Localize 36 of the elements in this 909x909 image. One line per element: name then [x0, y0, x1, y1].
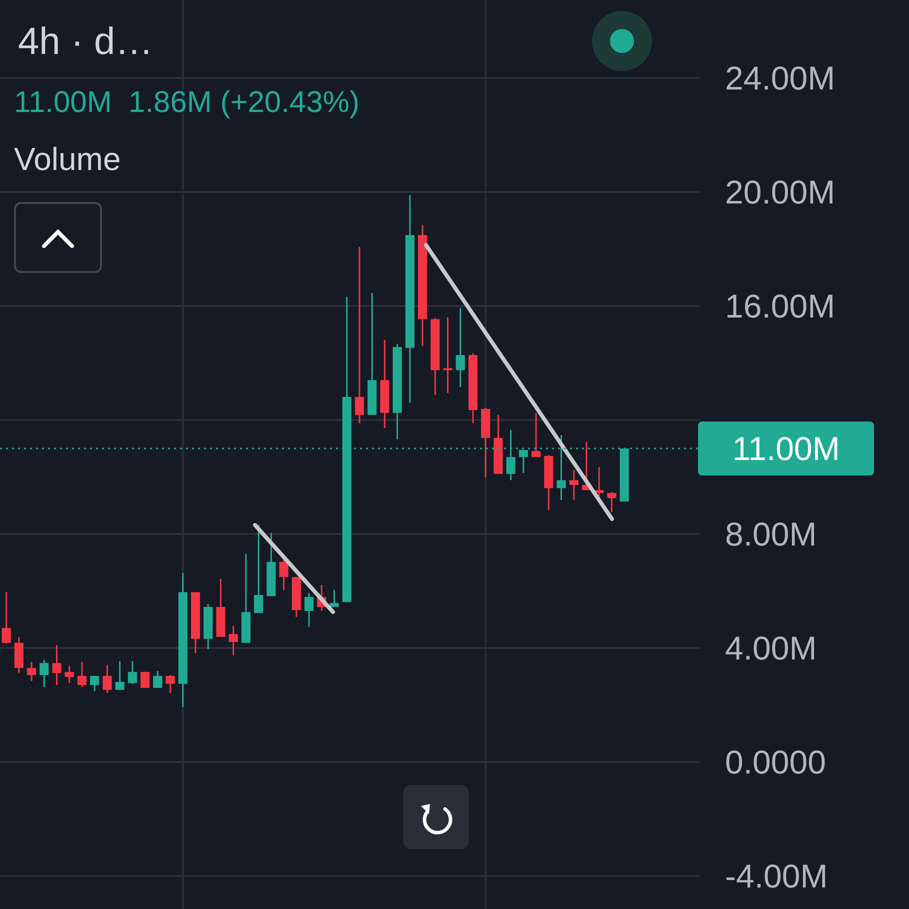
ref-line-label: 11.00M [732, 430, 840, 468]
candlestick [90, 675, 100, 692]
candlestick [153, 670, 162, 689]
text: 11.00M 1.86M (+20.43%) [14, 86, 360, 119]
annotation: Volume [14, 141, 121, 177]
candlestick [569, 469, 578, 501]
y-tick-label: 20.00M [725, 174, 836, 211]
candlestick [40, 659, 49, 688]
candlestick [456, 307, 465, 388]
candlestick [228, 625, 238, 656]
candlestick [140, 671, 150, 689]
candlestick [128, 660, 137, 685]
text: 4h · d… [18, 21, 154, 63]
candlestick [102, 664, 112, 694]
candlestick [279, 559, 288, 591]
candlestick [2, 591, 11, 644]
y-tick-label: 16.00M [725, 288, 836, 325]
candlestick [77, 661, 87, 688]
candlestick [64, 665, 74, 684]
candlestick [443, 316, 452, 394]
candlestick [166, 674, 175, 694]
y-tick-label: 8.00M [725, 516, 817, 553]
candlestick [607, 491, 616, 513]
candlestick [304, 592, 314, 628]
y-tick-label: 0.0000 [725, 744, 826, 781]
candlestick [26, 661, 36, 682]
y-tick-label: 24.00M [725, 60, 836, 97]
candlestick [115, 660, 124, 691]
y-tick-label: -4.00M [725, 857, 828, 894]
candlestick [254, 524, 264, 614]
candlestick [52, 644, 62, 686]
candlestick [354, 246, 364, 424]
y-tick-label: 4.00M [725, 630, 817, 667]
candlestick [594, 466, 604, 498]
candlestick [330, 589, 339, 608]
candlestick [531, 412, 541, 458]
